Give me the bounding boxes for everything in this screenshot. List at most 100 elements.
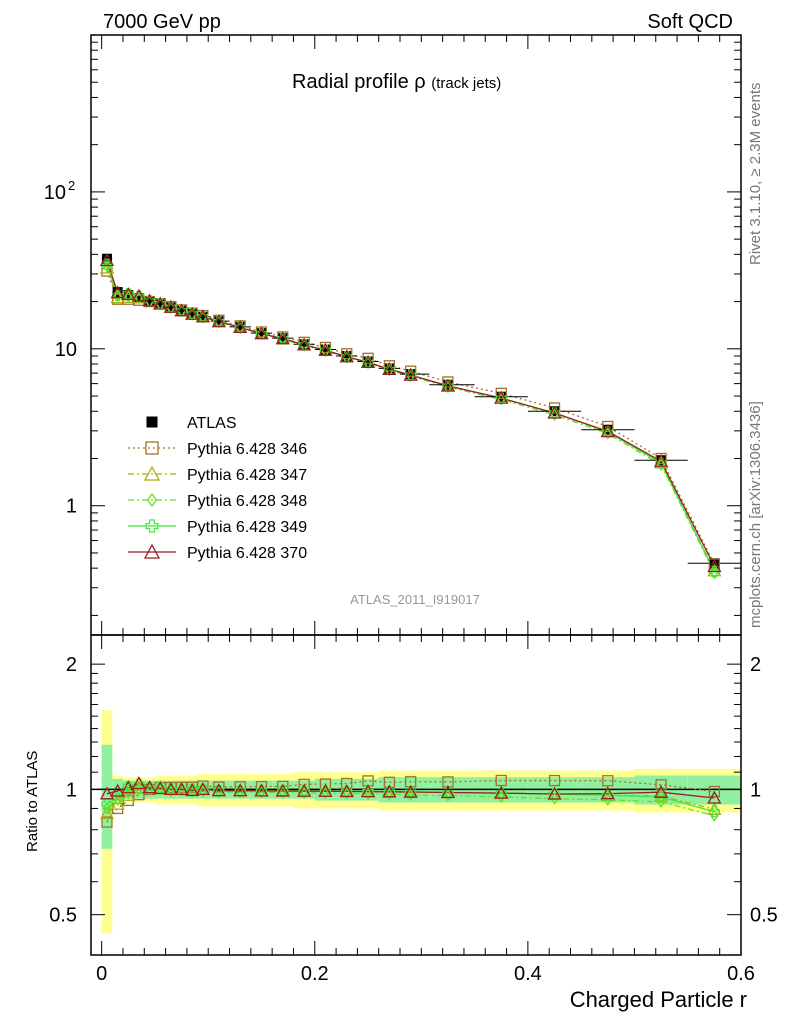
series-348-point [496,393,506,406]
series-370-point [494,390,509,404]
series-346-ratio-point [495,774,507,787]
ratio-band-inner [101,744,113,849]
series-370-point [360,354,376,368]
ratio-tick-label: 1 [66,779,77,801]
x-tick-label: 0.4 [514,963,542,985]
series-370-point [174,303,189,317]
series-346-point [602,420,614,433]
series-370-point [440,378,456,392]
series-370-ratio-point [254,783,269,797]
series-346-ratio-point [255,780,268,793]
legend-marker [145,519,159,533]
legend-marker [147,492,157,508]
series-347-ratio-point [707,802,722,816]
series-370-point [653,453,669,467]
series-346-point [319,341,332,354]
series-348-ratio-point [257,786,266,799]
series-370-point [382,361,397,375]
x-tick-label: 0.2 [301,963,329,985]
series-370-point [339,349,354,363]
series-370-ratio-point [195,782,210,796]
series-348-ratio-line [106,788,715,817]
series-370-point [318,342,333,356]
series-348-point [550,408,559,421]
x-tick-label: 0 [96,963,107,985]
series-346-ratio-point [213,781,225,793]
series-370-ratio-point [600,786,615,800]
series-346-point [442,376,454,388]
series-370-point [403,367,418,381]
series-346-point [362,352,374,364]
series-349-ratio-point [602,789,614,802]
series-370-ratio-point [297,783,312,797]
series-370-ratio-point [110,783,125,797]
series-370-ratio-point [653,784,669,798]
series-346-ratio-point [708,785,721,798]
series-347-ratio-point [121,787,136,801]
series-348-ratio-point [113,793,122,807]
x-tick-label: 0.6 [727,963,755,985]
series-370-point [131,288,147,302]
series-346-point [341,348,353,360]
series-346-ratio-point [101,816,113,828]
ratio-tick-label: 0.5 [49,905,77,927]
series-370-ratio-point [174,782,189,796]
ratio-tick-label: 0.5 [750,905,778,927]
series-370-ratio-point [131,776,147,790]
legend: ATLAS Pythia 6.428 346 Pythia 6.428 347 Pyt… [128,415,307,562]
series-349-point [655,457,667,469]
series-347-ratio-point [131,780,147,794]
series-370-ratio-point [318,783,333,797]
series-370-point [110,285,125,299]
series-370-point [297,337,312,351]
x-axis-label: Charged Particle r [570,987,747,1012]
legend-label: Pythia 6.428 348 [187,493,307,510]
legend-label: Pythia 6.428 349 [187,519,307,536]
series-370-ratio-point [211,783,226,797]
series-370-ratio-point [403,784,418,798]
header-left: 7000 GeV pp [103,11,221,33]
series-348-ratio-point [363,787,373,800]
series-370-ratio-point [153,781,168,795]
series-370-point [163,299,179,313]
series-370-point [195,309,210,323]
series-370-point [275,331,290,345]
y-tick-label: 1 [66,496,77,518]
series-370-point [142,293,157,307]
chart-title: Radial profile ρ (track jets) [292,71,501,93]
series-347-ratio-point [110,796,125,810]
series-347-ratio-point [99,806,115,820]
y-tick-label-exponent: 2 [68,178,75,193]
series-348-point [134,292,144,305]
series-348-ratio-point [299,786,309,799]
series-370-ratio-point [163,782,179,796]
series-348-ratio-point [145,783,154,796]
series-348-ratio-point [342,787,352,800]
header-right: Soft QCD [647,11,733,33]
main-plot: Radial profile ρ (track jets) ATLAS_2011… [292,71,501,607]
ratio-ylabel: Ratio to ATLAS [24,751,41,852]
ratio-tick-label: 2 [750,654,761,676]
ratio-tick-label: 2 [66,654,77,676]
series-370-ratio-point [547,786,562,800]
series-348-ratio-point [198,785,208,798]
series-370-ratio-point [99,786,115,800]
series-348-ratio-point [321,786,330,800]
series-346-point [495,387,507,400]
series-348-point [124,290,133,303]
series-370-ratio-point [275,783,290,797]
series-349-ratio-point [101,798,113,810]
series-370-point [600,423,615,437]
legend-label: ATLAS [187,415,237,432]
series-346-point [655,452,667,465]
series-370-point [233,320,248,334]
series-348-ratio-point [385,788,394,801]
series-348-ratio-point [235,785,245,799]
series-348-point [656,458,666,472]
series-370-point [547,405,562,419]
series-346-ratio-point [298,778,310,791]
y-tick-label: 10 [55,339,77,361]
legend-marker [143,543,161,559]
legend-marker [143,465,161,481]
series-348-point [113,289,122,303]
